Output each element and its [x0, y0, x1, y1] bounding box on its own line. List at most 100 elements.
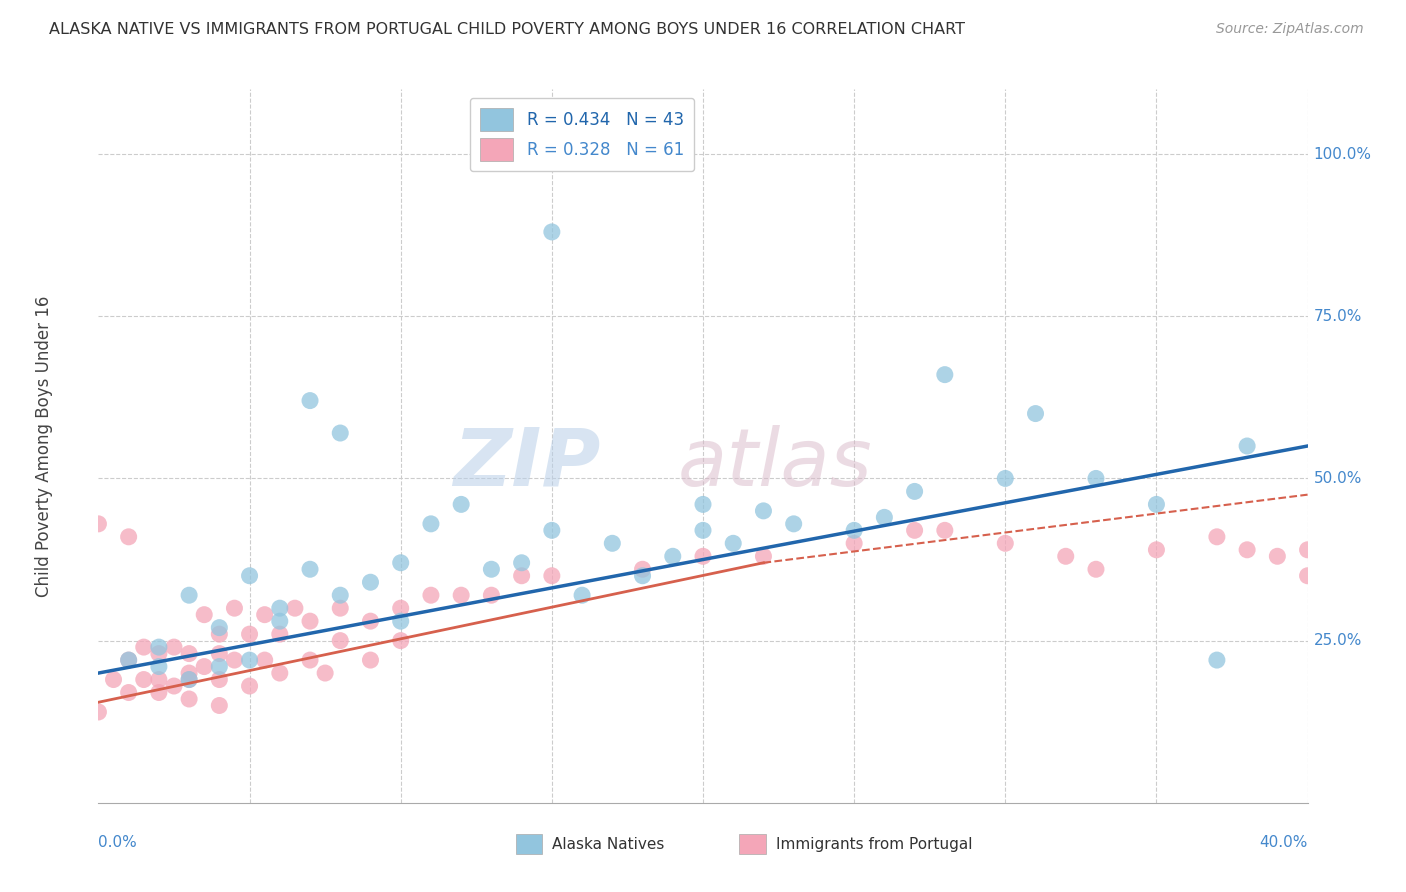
Point	[389, 556, 412, 570]
Point	[148, 647, 170, 661]
Point	[208, 627, 231, 641]
Point	[299, 614, 322, 628]
Point	[1054, 549, 1077, 564]
Point	[1144, 497, 1167, 511]
Point	[360, 575, 382, 590]
Point	[540, 225, 562, 239]
Point	[253, 653, 276, 667]
Point	[239, 653, 262, 667]
Point	[752, 504, 775, 518]
Point	[1206, 530, 1229, 544]
Point	[934, 524, 956, 538]
Point	[208, 621, 231, 635]
Point	[329, 601, 352, 615]
Point	[631, 562, 654, 576]
Point	[269, 601, 291, 615]
Point	[329, 425, 352, 440]
Legend: R = 0.434   N = 43, R = 0.328   N = 61: R = 0.434 N = 43, R = 0.328 N = 61	[470, 97, 695, 171]
Point	[481, 588, 503, 602]
Point	[314, 666, 336, 681]
Point	[389, 633, 412, 648]
Point	[179, 673, 201, 687]
Point	[360, 614, 382, 628]
Point	[389, 614, 412, 628]
Text: Source: ZipAtlas.com: Source: ZipAtlas.com	[1216, 22, 1364, 37]
Point	[132, 640, 155, 654]
Point	[269, 614, 291, 628]
Point	[179, 666, 201, 681]
Point	[692, 549, 714, 564]
Point	[208, 647, 231, 661]
Point	[148, 673, 170, 687]
Point	[193, 607, 215, 622]
Point	[540, 568, 562, 582]
Point	[179, 692, 201, 706]
Point	[360, 653, 382, 667]
Point	[450, 497, 472, 511]
Point	[1206, 653, 1229, 667]
Point	[118, 653, 141, 667]
Text: Child Poverty Among Boys Under 16: Child Poverty Among Boys Under 16	[35, 295, 53, 597]
Point	[389, 601, 412, 615]
Point	[208, 698, 231, 713]
Point	[1085, 562, 1108, 576]
Point	[239, 627, 262, 641]
Point	[118, 685, 141, 699]
Point	[1144, 542, 1167, 557]
Point	[752, 549, 775, 564]
Point	[510, 568, 533, 582]
Point	[1085, 471, 1108, 485]
Point	[179, 673, 201, 687]
Point	[299, 562, 322, 576]
Point	[1024, 407, 1046, 421]
FancyBboxPatch shape	[740, 834, 766, 855]
Point	[253, 607, 276, 622]
Point	[692, 497, 714, 511]
Point	[299, 653, 322, 667]
Text: 40.0%: 40.0%	[1260, 835, 1308, 850]
Point	[179, 588, 201, 602]
Text: Alaska Natives: Alaska Natives	[551, 837, 664, 852]
Point	[269, 627, 291, 641]
Point	[510, 556, 533, 570]
Point	[239, 568, 262, 582]
Point	[631, 568, 654, 582]
Point	[994, 536, 1017, 550]
Point	[844, 536, 866, 550]
Point	[239, 679, 262, 693]
Text: ZIP: ZIP	[453, 425, 600, 503]
Point	[269, 666, 291, 681]
Text: 50.0%: 50.0%	[1313, 471, 1362, 486]
Point	[224, 601, 246, 615]
Point	[994, 471, 1017, 485]
Point	[224, 653, 246, 667]
Point	[1267, 549, 1289, 564]
Point	[904, 524, 927, 538]
Point	[420, 516, 443, 531]
Point	[163, 640, 186, 654]
Text: 0.0%: 0.0%	[98, 835, 138, 850]
Point	[904, 484, 927, 499]
Point	[87, 705, 110, 719]
Point	[103, 673, 125, 687]
Point	[481, 562, 503, 576]
Point	[132, 673, 155, 687]
Point	[329, 633, 352, 648]
Point	[1296, 568, 1319, 582]
Point	[118, 530, 141, 544]
Text: 25.0%: 25.0%	[1313, 633, 1362, 648]
Point	[692, 524, 714, 538]
Text: atlas: atlas	[678, 425, 873, 503]
Point	[284, 601, 307, 615]
Point	[723, 536, 745, 550]
Point	[148, 659, 170, 673]
Point	[179, 647, 201, 661]
Point	[844, 524, 866, 538]
Point	[193, 659, 215, 673]
Text: 100.0%: 100.0%	[1313, 146, 1372, 161]
Point	[1236, 542, 1258, 557]
Point	[148, 685, 170, 699]
Text: 75.0%: 75.0%	[1313, 309, 1362, 324]
Point	[571, 588, 593, 602]
Point	[118, 653, 141, 667]
